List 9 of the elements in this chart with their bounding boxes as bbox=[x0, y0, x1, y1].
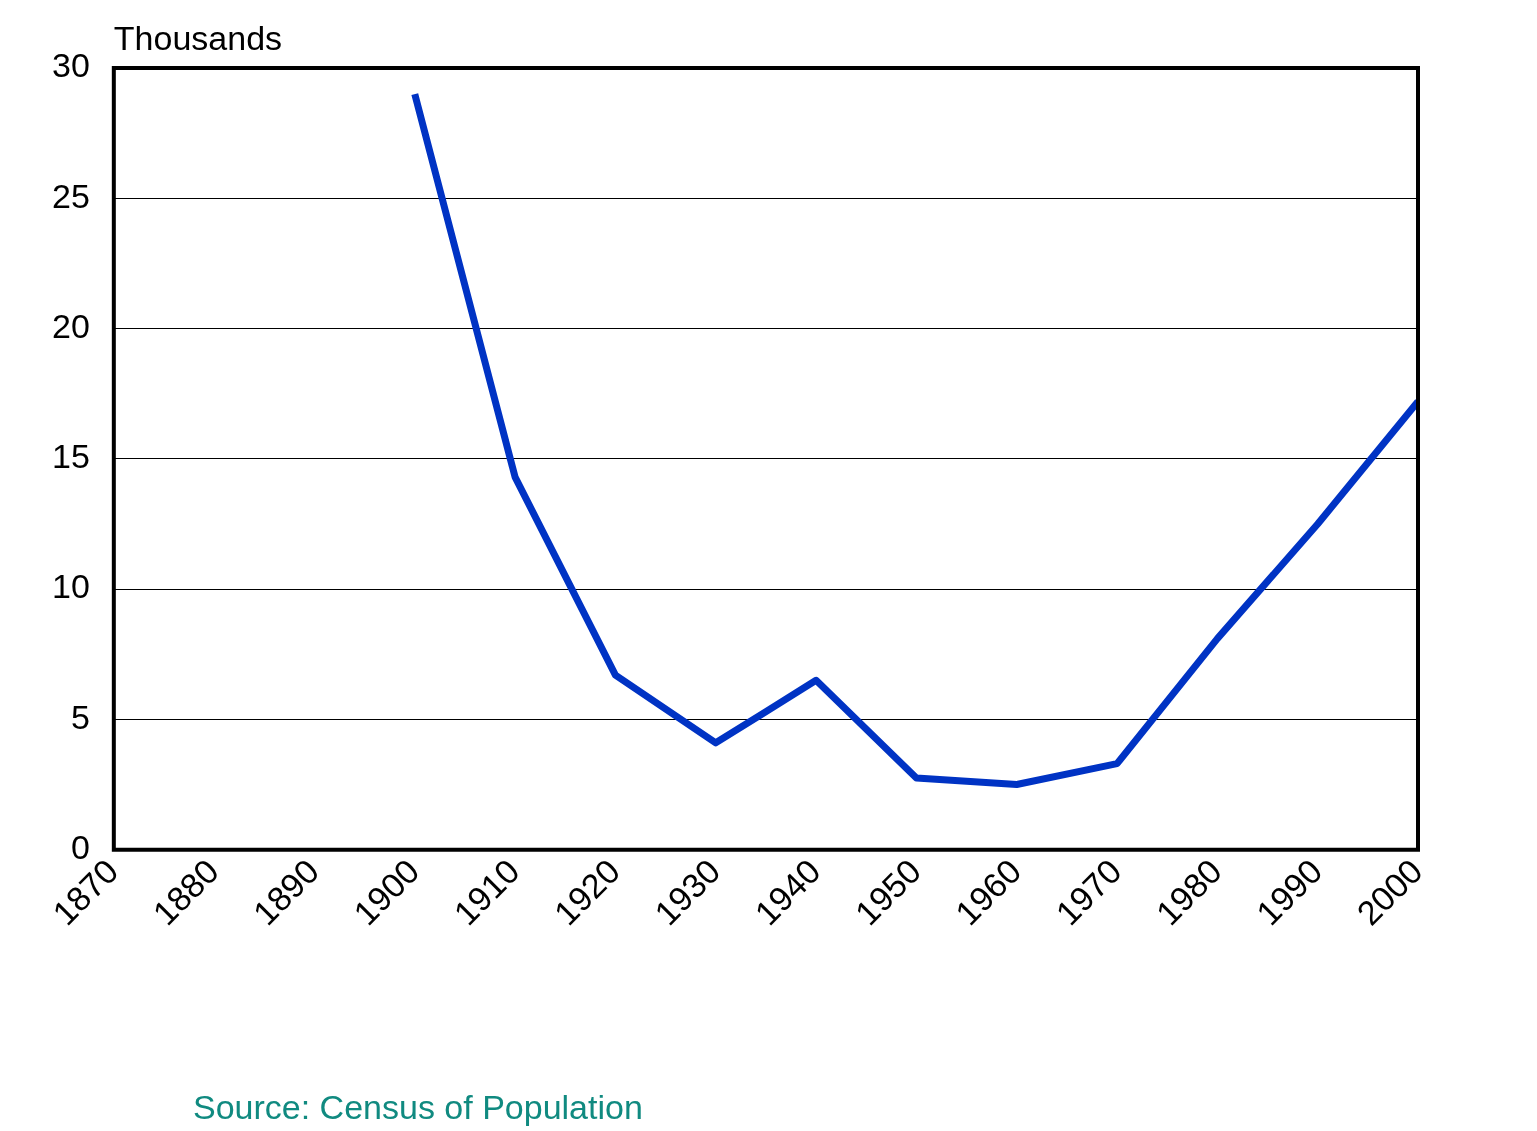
y-tick-label: 10 bbox=[51, 567, 90, 606]
source-note: Source: Census of Population bbox=[193, 1088, 644, 1127]
y-tick-label: 5 bbox=[70, 697, 90, 736]
y-tick-label: 30 bbox=[51, 46, 90, 85]
y-tick-label: 25 bbox=[51, 176, 90, 215]
y-tick-label: 0 bbox=[70, 828, 90, 867]
y-tick-label: 15 bbox=[51, 437, 90, 476]
y-axis-title: Thousands bbox=[113, 19, 283, 58]
y-tick-label: 20 bbox=[51, 306, 90, 345]
